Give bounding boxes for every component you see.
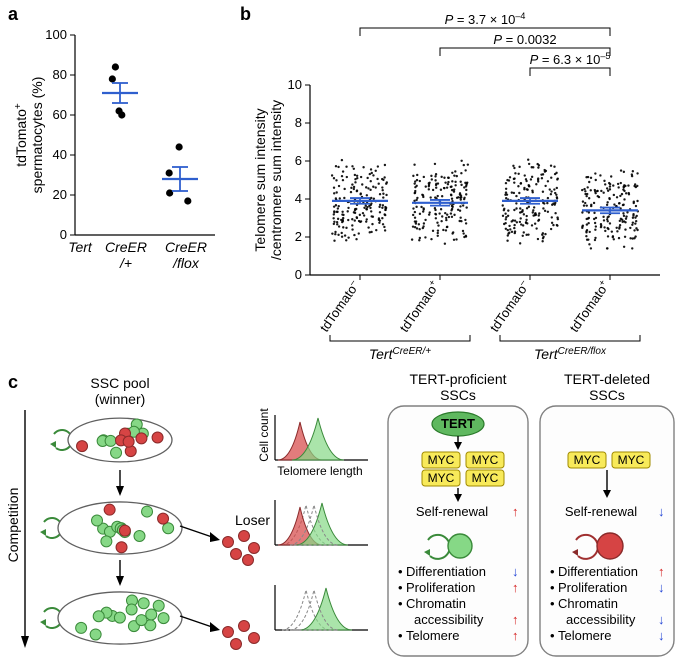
svg-text:Differentiation: Differentiation <box>558 564 638 579</box>
svg-text:↓: ↓ <box>658 504 665 519</box>
svg-text:MYC: MYC <box>472 471 499 485</box>
svg-text:•: • <box>550 564 555 579</box>
svg-text:Tert: Tert <box>68 239 93 255</box>
panel-c: c Competition SSC pool (winner) Loser Ce… <box>0 370 685 666</box>
svg-text:↓: ↓ <box>658 580 665 595</box>
hist-xlabel: Telomere length <box>277 464 362 478</box>
panel-b-pvals: P = 3.7 × 10–4 P = 0.0032 P = 6.3 × 10–5 <box>360 11 610 76</box>
svg-text:tdTomato–: tdTomato– <box>316 278 363 335</box>
svg-text:Differentiation: Differentiation <box>406 564 486 579</box>
svg-text:MYC: MYC <box>574 453 601 467</box>
svg-text:P = 0.0032: P = 0.0032 <box>493 32 556 47</box>
svg-text:Proliferation: Proliferation <box>406 580 475 595</box>
svg-text:40: 40 <box>53 147 67 162</box>
ssc-pool-sub: (winner) <box>95 391 146 407</box>
svg-text:SSCs: SSCs <box>440 387 476 403</box>
svg-text:↓: ↓ <box>658 628 665 643</box>
svg-text:Chromatin: Chromatin <box>558 596 618 611</box>
svg-text:•: • <box>398 564 403 579</box>
panel-b-ytitle1: Telomere sum intensity <box>252 108 268 251</box>
svg-text:↑: ↑ <box>512 612 519 627</box>
panel-b-ytitle2: /centromere sum intensity <box>268 100 284 260</box>
ssc-pool-title: SSC pool <box>90 375 149 391</box>
svg-text:10: 10 <box>288 77 302 92</box>
svg-text:Proliferation: Proliferation <box>558 580 627 595</box>
svg-text:2: 2 <box>295 229 302 244</box>
loser-cells <box>223 531 260 566</box>
svg-text:↓: ↓ <box>658 612 665 627</box>
panel-b-plot <box>331 159 639 280</box>
panel-a-ytitle2: spermatocytes (%) <box>29 77 45 194</box>
svg-text:Telomere: Telomere <box>406 628 459 643</box>
svg-text:accessibility: accessibility <box>414 612 484 627</box>
svg-text:MYC: MYC <box>618 453 645 467</box>
loser-cells2 <box>223 621 260 650</box>
svg-text:TertCreER/flox: TertCreER/flox <box>534 346 607 363</box>
svg-text:TERT-deleted: TERT-deleted <box>564 371 650 387</box>
svg-text:Self-renewal: Self-renewal <box>565 504 637 519</box>
svg-text:CreER: CreER <box>165 239 207 255</box>
panel-b-yticks: 0 2 4 6 8 10 <box>288 77 310 282</box>
panel-a-plot <box>102 63 198 204</box>
svg-text:CreER: CreER <box>105 239 147 255</box>
panel-a-label: a <box>8 4 19 24</box>
svg-text:tdTomato+: tdTomato+ <box>566 278 613 335</box>
svg-text:Telomere: Telomere <box>558 628 611 643</box>
svg-text:/+: /+ <box>119 255 132 271</box>
svg-text:TERT: TERT <box>441 416 475 431</box>
svg-text:/flox: /flox <box>172 255 200 271</box>
svg-text:↑: ↑ <box>512 580 519 595</box>
tert-proficient-box: TERT-proficientSSCs TERT MYC MYC MYC MYC Self-… <box>388 371 528 656</box>
svg-text:Chromatin: Chromatin <box>406 596 466 611</box>
loser-label: Loser <box>235 512 270 528</box>
svg-text:tdTomato–: tdTomato– <box>486 278 533 335</box>
competition-label: Competition <box>5 488 21 563</box>
svg-text:MYC: MYC <box>428 453 455 467</box>
svg-text:60: 60 <box>53 107 67 122</box>
panel-b-label: b <box>240 4 251 24</box>
hist-ylabel: Cell count <box>257 408 271 462</box>
svg-text:6: 6 <box>295 153 302 168</box>
svg-text:MYC: MYC <box>472 453 499 467</box>
panel-b-geno: TertCreER/+ TertCreER/flox <box>330 335 640 362</box>
svg-text:•: • <box>550 628 555 643</box>
svg-text:•: • <box>550 580 555 595</box>
panel-c-label: c <box>8 372 18 392</box>
dishes <box>40 418 220 644</box>
panel-b-cats: tdTomato– tdTomato+ tdTomato– tdTomato+ <box>316 278 613 335</box>
svg-text:Self-renewal: Self-renewal <box>416 504 488 519</box>
svg-text:accessibility: accessibility <box>566 612 636 627</box>
svg-text:•: • <box>398 596 403 611</box>
svg-text:↑: ↑ <box>658 564 665 579</box>
panel-a-ytitle: tdTomato+ <box>13 103 30 167</box>
competition-arrowhead <box>21 636 29 648</box>
svg-text:4: 4 <box>295 191 302 206</box>
svg-text:•: • <box>398 580 403 595</box>
svg-text:MYC: MYC <box>428 471 455 485</box>
panel-a-yticks: 0 20 40 60 80 100 <box>45 27 75 242</box>
svg-text:TertCreER/+: TertCreER/+ <box>369 346 431 363</box>
svg-text:20: 20 <box>53 187 67 202</box>
svg-text:P = 3.7 × 10–4: P = 3.7 × 10–4 <box>445 11 526 27</box>
svg-text:↑: ↑ <box>512 504 519 519</box>
svg-text:tdTomato+: tdTomato+ <box>396 278 443 335</box>
svg-text:8: 8 <box>295 115 302 130</box>
panel-a: a 0 20 40 60 80 100 tdTomato+ spermatocytes (… <box>0 0 240 330</box>
svg-text:↑: ↑ <box>512 628 519 643</box>
svg-text:100: 100 <box>45 27 67 42</box>
hist-group: Cell count Telomere length <box>257 408 368 630</box>
svg-text:SSCs: SSCs <box>589 387 625 403</box>
svg-text:P = 6.3 × 10–5: P = 6.3 × 10–5 <box>530 51 611 67</box>
svg-text:•: • <box>550 596 555 611</box>
svg-text:80: 80 <box>53 67 67 82</box>
svg-text:•: • <box>398 628 403 643</box>
svg-text:↓: ↓ <box>512 564 519 579</box>
tert-deleted-box: TERT-deletedSSCsMYCMYCSelf-renewal↓•Diff… <box>540 371 674 656</box>
panel-b: b P = 3.7 × 10–4 P = 0.0032 P = 6.3 × 10–5… <box>240 0 685 370</box>
svg-text:0: 0 <box>60 227 67 242</box>
svg-text:0: 0 <box>295 267 302 282</box>
svg-text:TERT-proficient: TERT-proficient <box>410 371 507 387</box>
panel-a-cats: TertCreER/+CreER/flox <box>68 239 207 271</box>
